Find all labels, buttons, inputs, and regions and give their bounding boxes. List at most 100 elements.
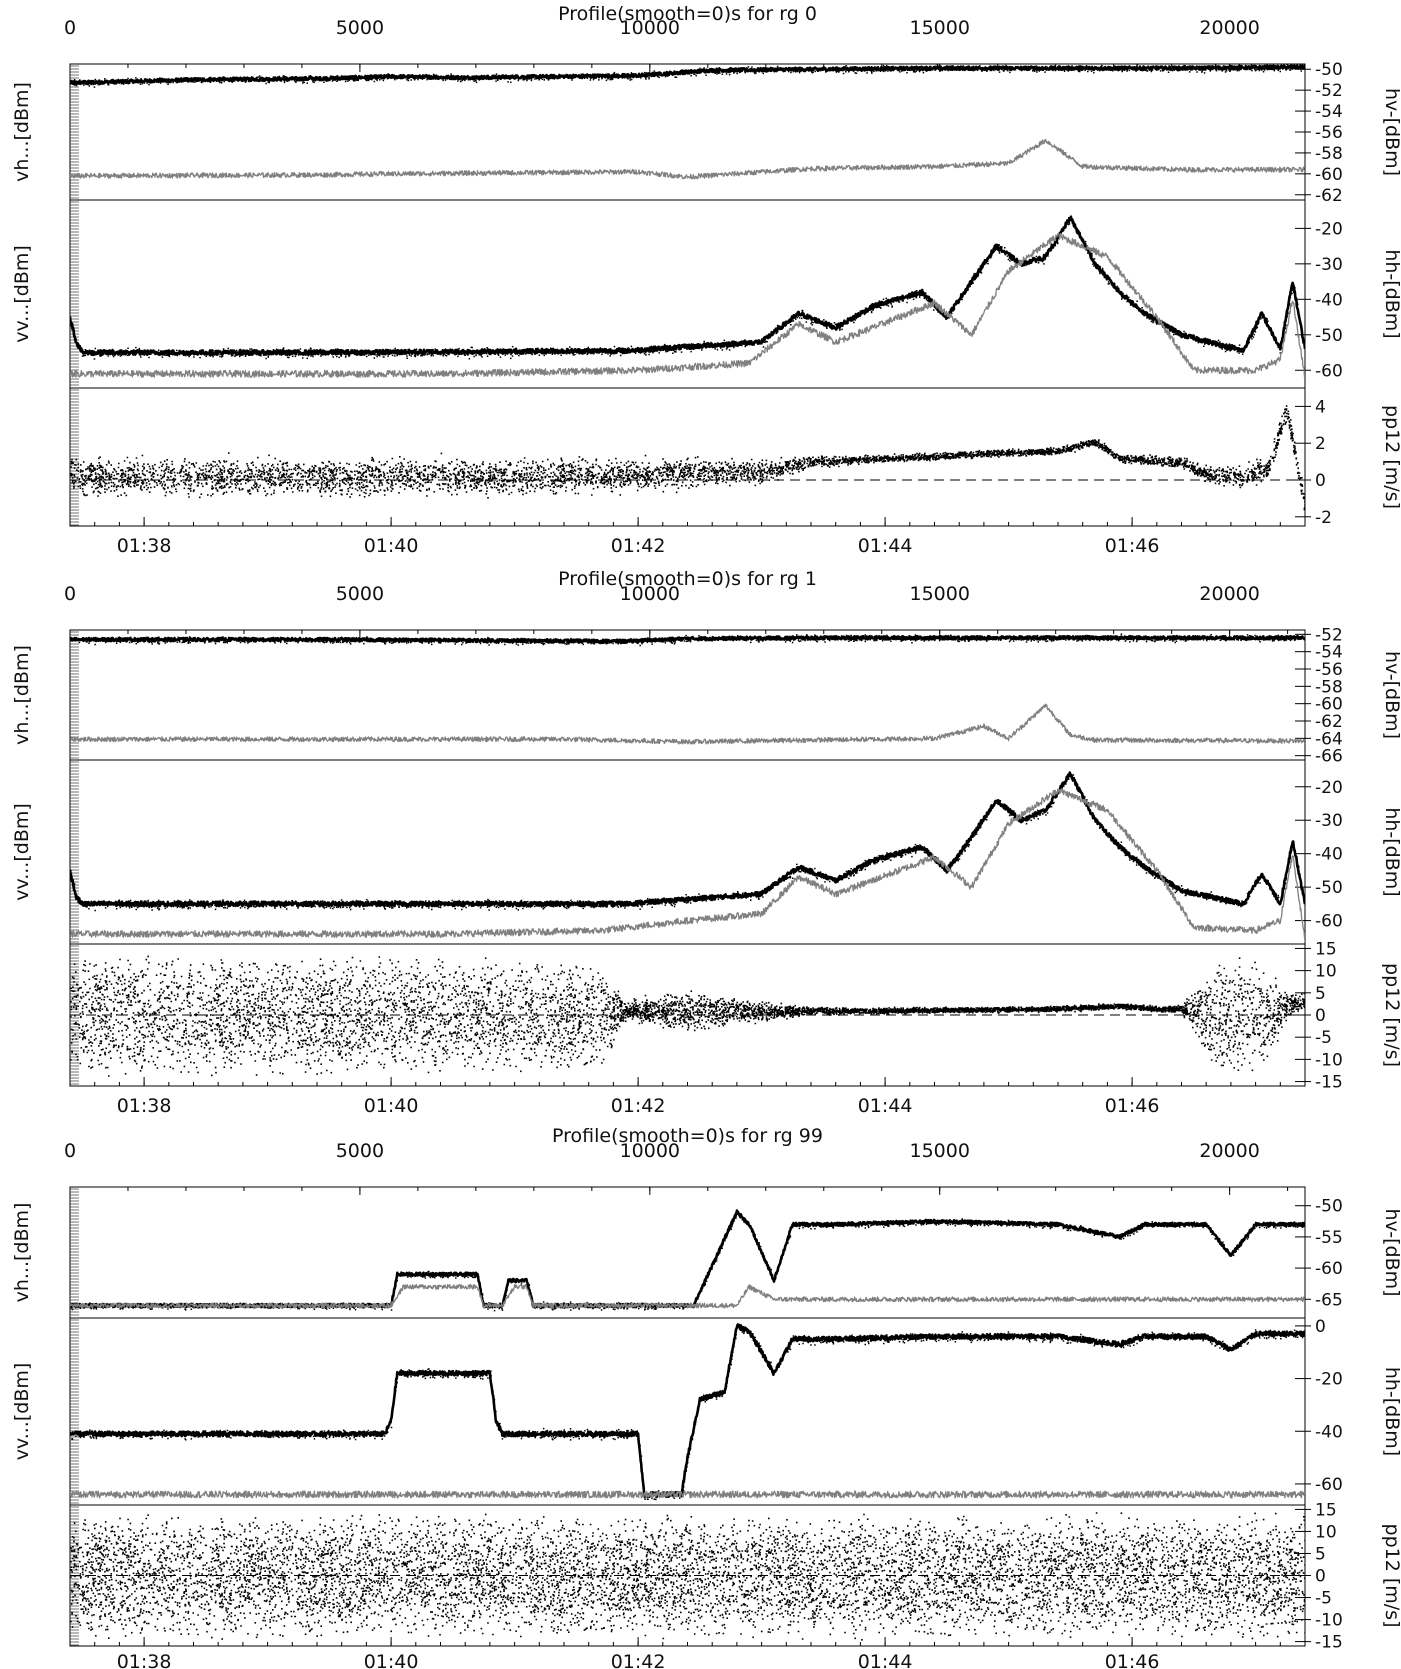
right-tick-label: -30 xyxy=(1315,811,1343,831)
right-tick-label: -40 xyxy=(1315,1422,1343,1442)
left-axis-label: vh...[dBm] xyxy=(11,1203,33,1303)
top-tick-label: 10000 xyxy=(620,1140,680,1162)
top-tick-label: 5000 xyxy=(336,17,384,39)
right-tick-label: -40 xyxy=(1315,845,1343,865)
top-tick-label: 5000 xyxy=(336,1140,384,1162)
left-axis-label: vh...[dBm] xyxy=(11,82,33,182)
series-0-scatter-points xyxy=(70,1512,1305,1641)
right-tick-label: -60 xyxy=(1315,361,1343,381)
right-tick-label: 15 xyxy=(1315,1500,1337,1520)
right-tick-label: 10 xyxy=(1315,962,1337,982)
right-tick-label: -50 xyxy=(1315,60,1343,80)
plot-area xyxy=(70,633,1305,745)
right-tick-label: -5 xyxy=(1315,1589,1332,1609)
left-axis-label: vv...[dBm] xyxy=(11,1363,33,1461)
right-tick-label: -54 xyxy=(1315,643,1343,663)
right-tick-label: -60 xyxy=(1315,1259,1343,1279)
bottom-tick-label: 01:44 xyxy=(858,1095,913,1117)
bottom-tick-label: 01:40 xyxy=(364,1651,419,1669)
bottom-tick-label: 01:40 xyxy=(364,535,419,557)
top-tick-label: 10000 xyxy=(620,583,680,605)
top-tick-label: 20000 xyxy=(1199,1140,1259,1162)
left-minor-ticks xyxy=(70,65,79,199)
right-tick-label: -40 xyxy=(1315,290,1343,310)
left-axis-label: vv...[dBm] xyxy=(11,245,33,343)
series-1-line xyxy=(70,703,1305,745)
right-axis-label: hh-[dBm] xyxy=(1381,249,1401,338)
right-axis-label: pp12 [m/s] xyxy=(1381,405,1401,509)
series-0-line xyxy=(70,634,1305,645)
left-minor-ticks xyxy=(70,761,79,943)
chart-title: Profile(smooth=0)s for rg 1 xyxy=(558,568,817,590)
right-tick-label: 5 xyxy=(1315,1544,1326,1564)
bottom-tick-label: 01:42 xyxy=(611,535,666,557)
right-axis-label: hv-[dBm] xyxy=(1381,651,1401,739)
right-tick-label: -55 xyxy=(1315,1228,1343,1248)
series-1-line xyxy=(70,1490,1305,1499)
chart-figure-rg-0: Profile(smooth=0)s for rg 0 0 5000 10000 150… xyxy=(11,3,1401,557)
right-tick-label: -15 xyxy=(1315,1073,1343,1093)
series-0-band-points xyxy=(70,774,1305,912)
right-tick-label: -65 xyxy=(1315,1290,1343,1310)
right-tick-label: 0 xyxy=(1315,471,1326,491)
top-tick-label: 0 xyxy=(64,583,76,605)
right-axis-label: pp12 [m/s] xyxy=(1381,1524,1401,1628)
panel-1: 0 -20 -40 -60 vv...[dBm] hh-[dBm] xyxy=(11,1317,1401,1506)
right-tick-label: -60 xyxy=(1315,695,1343,715)
bottom-tick-label: 01:40 xyxy=(364,1095,419,1117)
right-tick-label: 15 xyxy=(1315,939,1337,959)
top-tick-label: 15000 xyxy=(909,17,969,39)
panel-1: -20 -30 -40 -50 -60 vv...[dBm] hh-[dBm] xyxy=(11,759,1401,945)
bottom-tick-label: 01:38 xyxy=(117,1095,172,1117)
bottom-tick-label: 01:44 xyxy=(858,1651,913,1669)
plot-area xyxy=(70,771,1305,943)
right-tick-label: -60 xyxy=(1315,165,1343,185)
series-1-line xyxy=(70,138,1305,180)
left-axis-label: vh...[dBm] xyxy=(11,645,33,745)
left-minor-ticks xyxy=(70,1319,79,1504)
bottom-tick-label: 01:46 xyxy=(1105,535,1160,557)
bottom-tick-label: 01:46 xyxy=(1105,1095,1160,1117)
series-0-line xyxy=(70,1323,1305,1498)
top-tick-label: 0 xyxy=(64,1140,76,1162)
panel-0: -50 -55 -60 -65 vh...[dBm] hv-[dBm] xyxy=(11,1186,1401,1319)
right-tick-label: -58 xyxy=(1315,144,1343,164)
right-tick-label: -10 xyxy=(1315,1050,1343,1070)
right-tick-label: -62 xyxy=(1315,186,1343,206)
series-0-scatter-points xyxy=(70,405,1305,516)
plot-area xyxy=(70,1209,1305,1312)
series-0-band-points xyxy=(71,64,1305,88)
plot-area xyxy=(70,405,1305,516)
series-0-line xyxy=(70,215,1305,357)
right-tick-label: -56 xyxy=(1315,123,1343,143)
right-axis-label: pp12 [m/s] xyxy=(1381,963,1401,1067)
left-minor-ticks xyxy=(70,389,79,526)
right-tick-label: 10 xyxy=(1315,1522,1337,1542)
panel-0: -50-52-54-56-58-60-62 vh...[dBm] hv-[dBm] xyxy=(11,60,1401,206)
top-tick-label: 20000 xyxy=(1199,17,1259,39)
series-0-line xyxy=(70,771,1305,908)
plot-area xyxy=(70,1512,1305,1641)
panel-0: -52-54-56-58-60-62-64-66 vh...[dBm] hv-[dB… xyxy=(11,625,1401,766)
panel-frame xyxy=(69,759,1306,945)
right-tick-label: -10 xyxy=(1315,1611,1343,1631)
right-tick-label: -52 xyxy=(1315,625,1343,645)
series-1-line xyxy=(70,232,1305,378)
series-0-scatter-points xyxy=(70,955,1305,1077)
right-tick-label: -58 xyxy=(1315,677,1343,697)
right-tick-label: -66 xyxy=(1315,747,1343,767)
right-tick-label: 0 xyxy=(1315,1317,1326,1337)
right-tick-label: -56 xyxy=(1315,660,1343,680)
left-axis-label: vv...[dBm] xyxy=(11,803,33,901)
right-tick-label: -50 xyxy=(1315,1197,1343,1217)
series-0-band-points xyxy=(70,217,1305,360)
plot-area xyxy=(70,215,1305,378)
bottom-tick-label: 01:42 xyxy=(611,1095,666,1117)
chart-figure-rg-1: Profile(smooth=0)s for rg 10 5000 10000 150… xyxy=(11,568,1401,1117)
top-tick-label: 15000 xyxy=(909,583,969,605)
right-tick-label: -20 xyxy=(1315,219,1343,239)
series-0-band-points xyxy=(70,1324,1305,1501)
